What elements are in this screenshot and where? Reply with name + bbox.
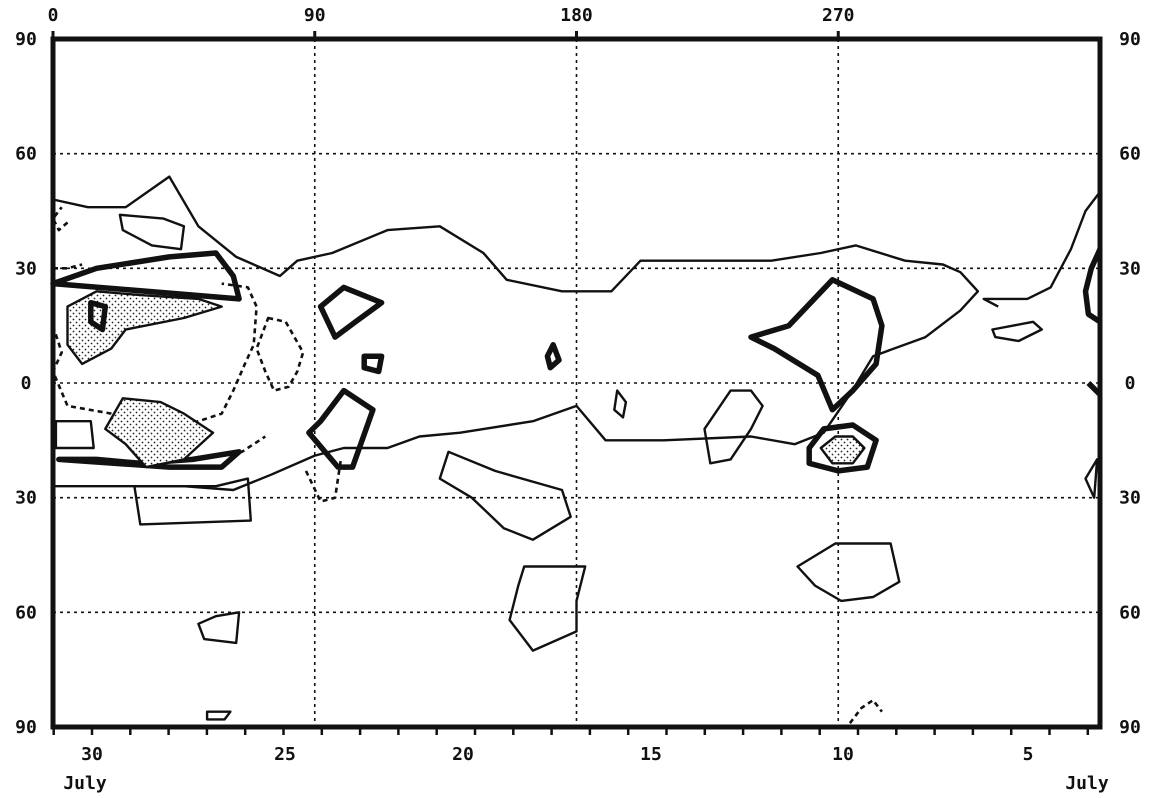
top-tick-label-3: 270	[822, 5, 855, 26]
month-label-0: July	[63, 773, 107, 794]
date-tick-label-1: 25	[274, 744, 296, 765]
date-tick-label-4: 10	[832, 744, 854, 765]
date-tick-label-3: 15	[640, 744, 662, 765]
contour-thick-17	[361, 353, 385, 375]
grid-lines	[53, 39, 1100, 727]
left-tick-label-6: 90	[15, 717, 37, 738]
date-tick-label-2: 20	[452, 744, 474, 765]
contour-thick-19	[544, 342, 562, 371]
left-tick-label-2: 30	[15, 258, 37, 279]
contour-thin-9	[703, 389, 764, 465]
contour-dashed-28	[212, 435, 267, 457]
axis-labels: 0 90 180 270 90 90 60 60 30 30 0 0 30 30 60 60 90 90 30 25 2…	[15, 5, 1141, 794]
contour-thin-11	[991, 320, 1043, 343]
left-tick-label-5: 60	[15, 602, 37, 623]
top-tick-label-0: 0	[48, 5, 59, 26]
contour-thin-5	[508, 565, 587, 652]
month-label-1: July	[1065, 773, 1109, 794]
top-tick-label-1: 90	[304, 5, 326, 26]
contour-thick-21	[748, 277, 885, 413]
contour-thin-0	[52, 175, 980, 492]
contour-thin-1	[118, 213, 186, 251]
left-tick-label-3: 0	[21, 373, 32, 394]
left-tick-label-0: 90	[15, 29, 37, 50]
contour-thin-12	[1084, 458, 1099, 499]
right-tick-label-5: 60	[1119, 602, 1141, 623]
contour-dashed-27	[53, 263, 83, 270]
left-tick-label-1: 60	[15, 144, 37, 165]
contour-thin-3	[133, 477, 252, 526]
date-tick-label-0: 30	[81, 744, 103, 765]
contour-thin-10	[613, 389, 628, 419]
contour-thick-14	[50, 250, 242, 302]
contour-stippled-33	[819, 435, 866, 465]
contour-dashed-30	[848, 698, 883, 724]
contour-thick-34	[88, 299, 109, 333]
contour-thick-20	[806, 422, 879, 474]
right-tick-label-3: 0	[1125, 373, 1136, 394]
right-tick-label-2: 30	[1119, 258, 1141, 279]
contour-thin-8	[205, 710, 232, 721]
left-tick-label-4: 30	[15, 488, 37, 509]
contour-lines	[50, 175, 1103, 724]
contour-thin-7	[197, 611, 241, 645]
contour-thin-6	[796, 542, 901, 603]
contour-thick-16	[317, 284, 385, 340]
contour-thick-18	[306, 387, 376, 470]
contour-stippled-32	[104, 397, 215, 469]
contour-thin-2	[54, 420, 95, 450]
contour-thin-13	[982, 191, 1101, 308]
right-tick-label-0: 90	[1119, 29, 1141, 50]
date-tick-label-5: 5	[1023, 744, 1034, 765]
top-tick-label-2: 180	[560, 5, 593, 26]
right-tick-label-6: 90	[1119, 717, 1141, 738]
contour-thick-22	[1082, 248, 1103, 325]
right-tick-label-1: 60	[1119, 144, 1141, 165]
right-tick-label-4: 30	[1119, 488, 1141, 509]
contour-thin-4	[438, 450, 572, 541]
contour-dashed-25	[255, 316, 305, 392]
contour-dashed-26	[51, 206, 69, 232]
